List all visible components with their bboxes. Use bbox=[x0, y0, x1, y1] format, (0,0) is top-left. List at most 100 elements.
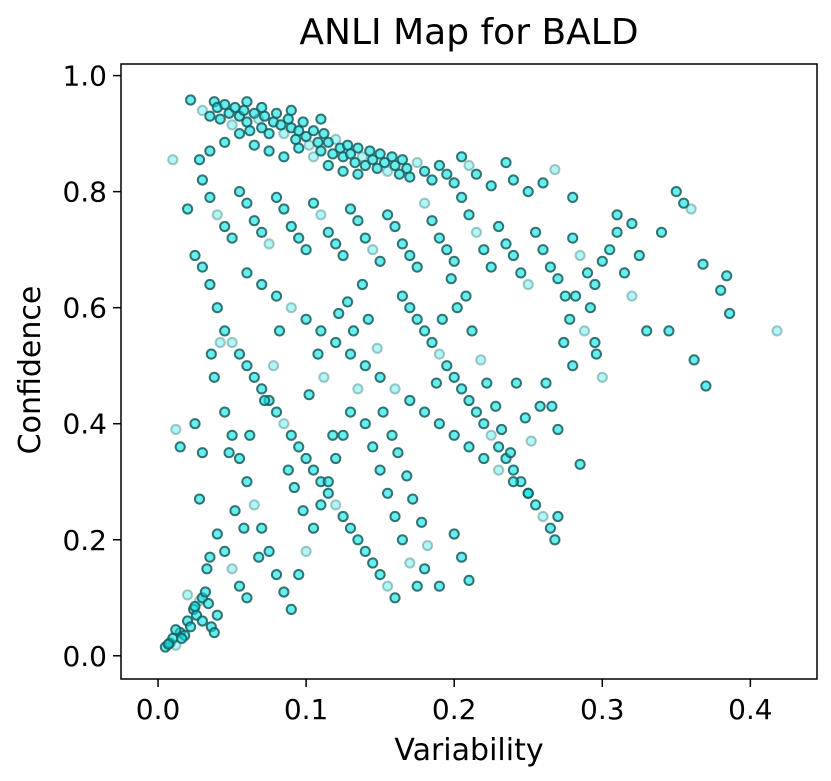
scatter-point bbox=[201, 563, 213, 575]
scatter-point bbox=[448, 255, 460, 267]
scatter-point bbox=[604, 244, 616, 256]
scatter-point bbox=[419, 165, 431, 177]
scatter-point bbox=[618, 267, 631, 279]
scatter-point bbox=[315, 325, 327, 337]
scatter-point bbox=[411, 313, 423, 325]
scatter-point bbox=[570, 290, 582, 302]
scatter-point bbox=[278, 151, 290, 163]
x-tick-label: 0.0 bbox=[136, 693, 181, 726]
scatter-point bbox=[407, 493, 419, 505]
scatter-point bbox=[724, 307, 736, 320]
scatter-point bbox=[352, 215, 364, 227]
scatter-point bbox=[416, 516, 428, 528]
scatter-point bbox=[229, 505, 241, 517]
scatter-point bbox=[589, 336, 601, 349]
scatter-point bbox=[196, 104, 208, 117]
scatter-point bbox=[463, 209, 475, 221]
scatter-point bbox=[344, 148, 357, 160]
scatter-point bbox=[352, 168, 364, 180]
scatter-point bbox=[445, 273, 457, 285]
scatter-point bbox=[460, 290, 472, 302]
scatter-point bbox=[382, 209, 394, 221]
scatter-point bbox=[404, 557, 416, 569]
scatter-point bbox=[389, 510, 401, 523]
scatter-point bbox=[300, 313, 312, 325]
scatter-point bbox=[507, 249, 520, 262]
scatter-point bbox=[297, 505, 309, 517]
scatter-point bbox=[267, 360, 280, 372]
scatter-point bbox=[285, 429, 297, 441]
scatter-point bbox=[293, 125, 305, 137]
scatter-point bbox=[270, 290, 283, 302]
scatter-point bbox=[293, 441, 305, 453]
scatter-point bbox=[241, 96, 253, 108]
scatter-point bbox=[293, 569, 305, 581]
scatter-point bbox=[241, 592, 253, 604]
scatter-point bbox=[436, 313, 448, 325]
scatter-point bbox=[303, 389, 315, 401]
scatter-point bbox=[463, 574, 475, 587]
y-tick-label: 0.8 bbox=[62, 176, 107, 209]
scatter-point bbox=[540, 377, 552, 389]
scatter-point bbox=[584, 302, 597, 314]
scatter-point bbox=[344, 522, 357, 534]
scatter-point bbox=[315, 113, 327, 125]
scatter-point bbox=[241, 197, 253, 209]
scatter-point bbox=[233, 580, 246, 592]
scatter-point bbox=[507, 174, 520, 186]
x-tick-label: 0.4 bbox=[728, 693, 773, 726]
scatter-point bbox=[485, 429, 497, 441]
scatter-point bbox=[475, 354, 487, 366]
scatter-point bbox=[270, 191, 283, 203]
scatter-point bbox=[352, 383, 364, 395]
y-axis: 0.0 0.2 0.4 0.6 0.8 1.0 bbox=[62, 60, 121, 673]
scatter-point bbox=[419, 197, 431, 209]
y-axis-label: Confidence bbox=[13, 286, 48, 455]
scatter-point bbox=[448, 528, 460, 540]
scatter-point bbox=[307, 197, 320, 209]
scatter-point bbox=[367, 154, 379, 166]
scatter-point bbox=[347, 325, 360, 337]
scatter-point bbox=[211, 609, 223, 621]
scatter-point bbox=[196, 174, 208, 186]
scatter-point bbox=[356, 278, 368, 291]
scatter-point bbox=[589, 278, 601, 291]
scatter-point bbox=[500, 157, 512, 169]
scatter-point bbox=[182, 203, 194, 215]
scatter-point bbox=[359, 360, 371, 372]
plot-frame bbox=[120, 63, 818, 680]
scatter-point bbox=[544, 522, 557, 534]
scatter-point bbox=[374, 569, 386, 581]
scatter-point bbox=[559, 290, 571, 302]
scatter-point bbox=[404, 171, 416, 183]
scatter-point bbox=[193, 154, 206, 166]
scatter-point bbox=[433, 232, 445, 244]
scatter-point bbox=[697, 258, 709, 270]
scatter-point bbox=[537, 244, 549, 256]
scatter-point bbox=[530, 226, 542, 238]
scatter-point bbox=[522, 186, 534, 198]
scatter-point bbox=[552, 423, 564, 436]
scatter-point bbox=[519, 412, 531, 424]
scatter-point bbox=[433, 418, 445, 430]
scatter-point bbox=[248, 371, 260, 383]
scatter-point bbox=[771, 325, 783, 337]
scatter-point bbox=[359, 418, 371, 430]
scatter-point bbox=[223, 447, 235, 459]
scatter-point bbox=[285, 302, 297, 314]
scatter-point bbox=[626, 218, 638, 230]
scatter-point bbox=[256, 226, 268, 238]
scatter-point bbox=[581, 267, 594, 279]
scatter-point bbox=[189, 600, 201, 613]
scatter-point bbox=[401, 470, 413, 482]
scatter-point bbox=[278, 418, 290, 430]
scatter-point bbox=[318, 128, 330, 140]
scatter-point bbox=[322, 476, 334, 488]
scatter-point bbox=[248, 499, 260, 511]
scatter-point bbox=[626, 290, 638, 302]
scatter-point bbox=[567, 232, 579, 244]
scatter-point bbox=[470, 406, 482, 418]
scatter-point bbox=[670, 186, 682, 198]
x-axis: 0.0 0.1 0.2 0.3 0.4 bbox=[136, 679, 773, 726]
scatter-point bbox=[389, 220, 401, 233]
